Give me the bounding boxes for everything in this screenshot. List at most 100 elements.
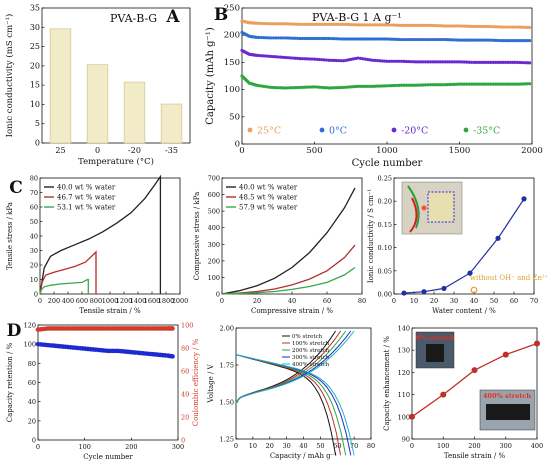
data-point: [368, 37, 372, 41]
data-point: [310, 57, 314, 61]
data-point: [419, 83, 423, 87]
data-point: [448, 82, 452, 87]
data-point: [469, 38, 474, 42]
legend-label: -35°C: [473, 126, 500, 137]
data-point: [378, 23, 382, 27]
data-point: [329, 22, 334, 26]
data-point: [390, 23, 394, 27]
y-tick-label: 100: [224, 85, 240, 95]
data-point: [520, 82, 524, 86]
data-point: [471, 367, 478, 374]
y-tick-label: 0: [235, 140, 240, 150]
data-point: [455, 60, 459, 64]
data-point: [457, 38, 462, 42]
data-point: [274, 86, 278, 90]
data-point: [440, 60, 445, 64]
data-point: [276, 86, 280, 90]
data-point: [479, 60, 483, 64]
data-point: [438, 83, 442, 87]
data-point: [404, 59, 408, 64]
data-point: [518, 60, 522, 65]
panel-letter-d: D: [7, 321, 22, 341]
data-point: [286, 22, 290, 26]
data-point: [375, 84, 379, 88]
data-point: [441, 285, 447, 292]
data-point: [426, 60, 430, 64]
data-point: [465, 38, 469, 42]
data-point: [349, 85, 353, 89]
chart-D3: 0 100 200 300 400 90 100 110 120 130 140 Tensile st…: [383, 325, 543, 461]
hydrogel-sample: [427, 191, 455, 223]
y-tick-label: 120: [24, 322, 36, 330]
legend-label: 400% stretch: [292, 362, 330, 368]
data-point: [421, 37, 425, 42]
x-axis-label: Tensile strain / %: [79, 307, 141, 315]
series-line: [39, 250, 97, 295]
category-label: -20: [128, 146, 141, 155]
data-point: [460, 24, 464, 28]
data-point: [426, 37, 430, 42]
data-point: [501, 82, 505, 86]
data-point: [363, 84, 367, 88]
data-point: [479, 38, 483, 42]
y-tick-label: 80: [28, 360, 36, 368]
series-line: [221, 187, 356, 295]
panel-letter-c: C: [9, 178, 23, 198]
data-point: [438, 60, 442, 64]
data-point: [515, 39, 520, 43]
data-point: [380, 84, 384, 88]
data-point: [276, 55, 280, 59]
y-tick-label: 110: [398, 391, 410, 399]
data-point: [356, 56, 360, 60]
legend-label: 40.0 wt % water: [239, 184, 298, 192]
data-point: [482, 24, 486, 29]
series-line: [39, 174, 162, 295]
data-point: [310, 22, 314, 26]
data-point: [317, 85, 321, 89]
x-tick-label: 800: [90, 297, 102, 305]
data-point: [281, 36, 285, 40]
data-point: [363, 57, 367, 61]
data-point: [472, 24, 476, 29]
data-point: [401, 290, 407, 296]
x-tick-label: 60: [510, 297, 518, 305]
data-point: [271, 22, 276, 26]
category-label: 0: [95, 146, 100, 155]
data-point: [503, 39, 508, 43]
panel-letter-a: A: [165, 7, 180, 27]
data-point: [494, 25, 498, 29]
data-point: [308, 57, 312, 61]
data-point: [300, 36, 305, 41]
x-axis-label: Cycle number: [352, 158, 423, 169]
data-point: [496, 82, 500, 86]
data-point: [320, 85, 324, 90]
data-point: [257, 21, 261, 25]
y-tick-label: 70: [30, 189, 38, 197]
data-point: [373, 37, 377, 41]
data-point: [322, 36, 326, 41]
data-point: [523, 39, 527, 43]
data-point: [349, 57, 353, 62]
data-point: [356, 37, 360, 41]
data-point: [366, 57, 370, 62]
x-tick-label: 0: [410, 442, 414, 450]
legend-label: 0% stretch: [292, 334, 323, 340]
x-tick-label: 30: [450, 297, 458, 305]
data-point: [349, 22, 353, 27]
data-point: [508, 60, 512, 64]
data-point: [409, 83, 413, 87]
data-point: [361, 57, 365, 61]
data-point: [259, 84, 263, 88]
x-tick-label: 80: [367, 442, 375, 450]
data-point: [317, 22, 321, 26]
x-axis-label: Temperature (°C): [78, 156, 154, 167]
data-point: [521, 196, 527, 202]
y-tick-label: 40: [30, 233, 38, 241]
data-point: [506, 25, 510, 29]
data-point: [329, 36, 334, 41]
data-point: [407, 59, 411, 64]
chart-C2: 0 20 40 60 80 0 100 200 300 400 500 600 700 Compressi…: [193, 175, 366, 316]
y2-axis-label: Coulombic efficiency / %: [192, 338, 200, 426]
legend-label: -20°C: [401, 126, 428, 137]
